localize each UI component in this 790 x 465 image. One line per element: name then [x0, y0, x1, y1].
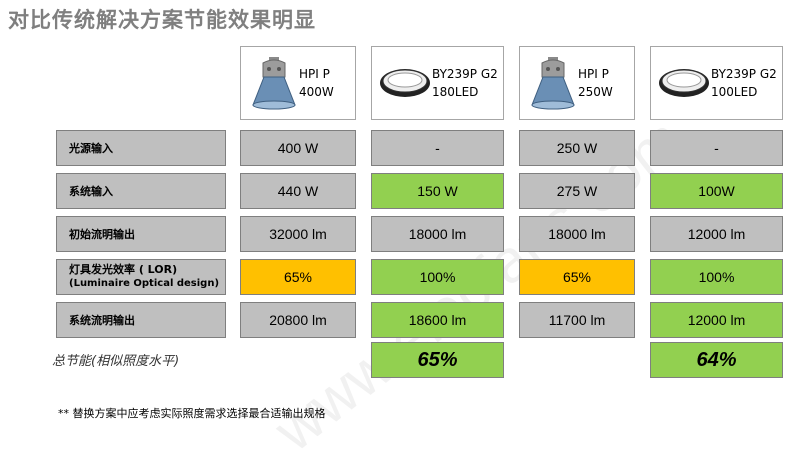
product-led-count: 180LED [432, 85, 479, 99]
page-title: 对比传统解决方案节能效果明显 [8, 8, 316, 32]
product-name: BY239P G2 [711, 67, 777, 81]
footnote: ** 替换方案中应考虑实际照度需求选择最合适输出规格 [58, 407, 326, 420]
hid-highbay-lamp-icon [531, 57, 575, 110]
row-label-system-lumen: 系统流明输出 [56, 302, 226, 338]
table-cell: 400 W [240, 130, 356, 166]
table-cell: 250 W [519, 130, 635, 166]
table-cell: 18600 lm [371, 302, 504, 338]
product-by239p-180led: BY239P G2 180LED [371, 46, 504, 120]
row-label-lor: 灯具发光效率 ( LOR) (Luminaire Optical design) [56, 259, 226, 295]
savings-label: 总节能(相似照度水平) [52, 354, 180, 369]
table-cell: 100W [650, 173, 783, 209]
product-name: HPI P [299, 67, 330, 81]
savings-cell-led180: 65% [371, 342, 504, 378]
led-highbay-ring-icon [659, 69, 709, 97]
table-cell: 65% [519, 259, 635, 295]
product-name: BY239P G2 [432, 67, 498, 81]
table-cell: 18000 lm [371, 216, 504, 252]
table-cell: 65% [240, 259, 356, 295]
row-label-lamp-input: 光源输入 [56, 130, 226, 166]
row-label-system-input: 系统输入 [56, 173, 226, 209]
product-name: HPI P [578, 67, 609, 81]
table-cell: 18000 lm [519, 216, 635, 252]
table-cell: 12000 lm [650, 302, 783, 338]
led-highbay-ring-icon [380, 69, 430, 97]
table-cell: - [650, 130, 783, 166]
row-label-lor-line1: 灯具发光效率 ( LOR) [69, 263, 178, 276]
table-cell: 20800 lm [240, 302, 356, 338]
table-cell: 150 W [371, 173, 504, 209]
table-cell: 100% [371, 259, 504, 295]
savings-cell-led100: 64% [650, 342, 783, 378]
product-by239p-100led: BY239P G2 100LED [650, 46, 783, 120]
product-led-count: 100LED [711, 85, 758, 99]
product-wattage: 250W [578, 85, 613, 99]
table-cell: 12000 lm [650, 216, 783, 252]
product-hpi-400: HPI P 400W [240, 46, 356, 120]
table-cell: 11700 lm [519, 302, 635, 338]
hid-highbay-lamp-icon [252, 57, 296, 110]
table-cell: 100% [650, 259, 783, 295]
product-hpi-250: HPI P 250W [519, 46, 635, 120]
product-wattage: 400W [299, 85, 334, 99]
table-cell: - [371, 130, 504, 166]
table-cell: 32000 lm [240, 216, 356, 252]
table-cell: 275 W [519, 173, 635, 209]
table-cell: 440 W [240, 173, 356, 209]
row-label-lor-line2: (Luminaire Optical design) [69, 278, 220, 289]
row-label-initial-lumen: 初始流明输出 [56, 216, 226, 252]
